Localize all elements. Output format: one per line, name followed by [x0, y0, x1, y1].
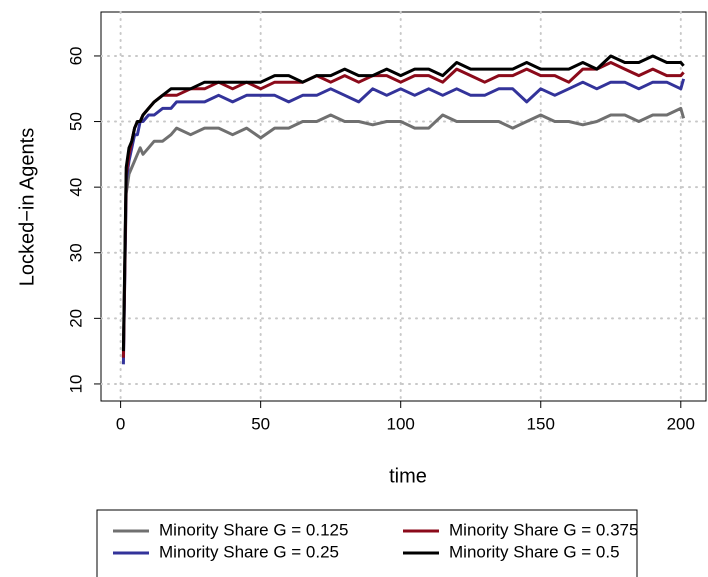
x-axis-label: time: [389, 465, 427, 487]
y-tick-label: 10: [66, 374, 85, 393]
y-tick-label: 20: [66, 309, 85, 328]
legend-label: Minority Share G = 0.375: [449, 520, 638, 539]
series-line: [121, 54, 685, 352]
x-tick-label: 200: [667, 414, 695, 433]
x-tick-label: 50: [251, 414, 270, 433]
legend-label: Minority Share G = 0.25: [159, 542, 339, 561]
x-tick-label: 0: [116, 414, 125, 433]
y-tick-label: 50: [66, 112, 85, 131]
y-tick-label: 40: [66, 178, 85, 197]
series-line: [121, 61, 685, 358]
plot-frame: [100, 11, 707, 402]
y-tick-label: 30: [66, 243, 85, 262]
legend-label: Minority Share G = 0.125: [159, 520, 348, 539]
legend-box: [96, 509, 638, 577]
y-tick-label: 60: [66, 46, 85, 65]
series-line: [121, 78, 686, 365]
x-tick-label: 150: [527, 414, 555, 433]
y-axis-label: Locked−in Agents: [16, 128, 38, 286]
series-line: [121, 106, 686, 358]
x-tick-label: 100: [387, 414, 415, 433]
legend-label: Minority Share G = 0.5: [449, 542, 620, 561]
